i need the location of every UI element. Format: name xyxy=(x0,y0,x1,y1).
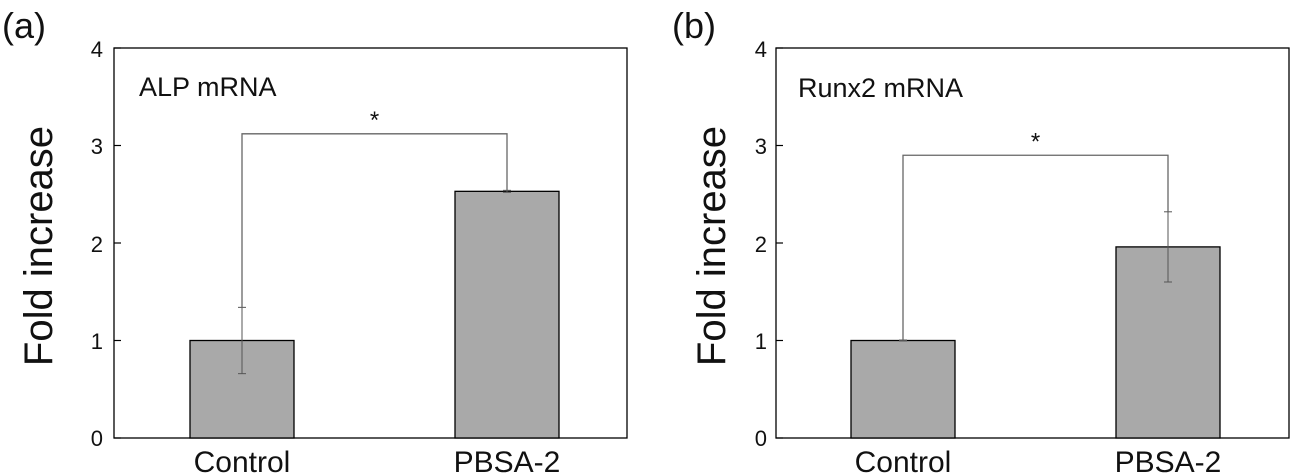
panel-b-category-label: Control xyxy=(855,446,952,476)
panel-b-significance-bracket xyxy=(902,154,1169,341)
panel-a-ytick-label: 3 xyxy=(91,134,103,159)
panel-b-ytick-label: 0 xyxy=(755,426,767,451)
panel-a-title: ALP mRNA xyxy=(139,72,277,102)
panel-a-ytick-label: 2 xyxy=(91,232,103,257)
panel-b-ytick-label: 1 xyxy=(755,329,767,354)
panel-b-ylabel: Fold increase xyxy=(690,126,734,366)
panel-b-ytick-label: 3 xyxy=(755,134,767,159)
panel-a-category-label: PBSA-2 xyxy=(454,446,561,476)
panel-a-significance-bracket xyxy=(241,133,508,308)
panel-a-bar-pbsa-2 xyxy=(454,190,560,439)
panel-a-significance: * xyxy=(241,107,508,308)
panel-b-bar-control xyxy=(850,339,956,439)
panel-a: (a) Fold increase 0 1 2 3 4 ALP mRNA Con… xyxy=(2,5,628,476)
panel-b-bars xyxy=(776,47,1221,439)
panel-a-ytick-label: 1 xyxy=(91,329,103,354)
panel-b-label: (b) xyxy=(672,5,716,46)
panel-a-bars xyxy=(114,47,560,439)
panel-a-ytick-label: 4 xyxy=(91,37,103,62)
panel-a-ylabel: Fold increase xyxy=(17,126,61,366)
panel-a-ytick-label: 0 xyxy=(91,426,103,451)
panel-b-significance: * xyxy=(902,128,1169,341)
panel-b-yticks: 0 1 2 3 4 xyxy=(755,37,767,451)
panel-b-title: Runx2 mRNA xyxy=(798,73,963,103)
panel-a-significance-label: * xyxy=(370,107,379,134)
panel-a-label: (a) xyxy=(2,5,46,46)
panel-b-ytick-label: 2 xyxy=(755,232,767,257)
panel-b-ytick-label: 4 xyxy=(755,37,767,62)
panel-a-yticks: 0 1 2 3 4 xyxy=(91,37,103,451)
panel-b: (b) Fold increase 0 1 2 3 4 Runx2 mRNA C… xyxy=(672,5,1290,476)
panel-b-significance-label: * xyxy=(1031,128,1040,155)
panel-b-category-label: PBSA-2 xyxy=(1115,446,1222,476)
panel-a-category-label: Control xyxy=(194,446,291,476)
